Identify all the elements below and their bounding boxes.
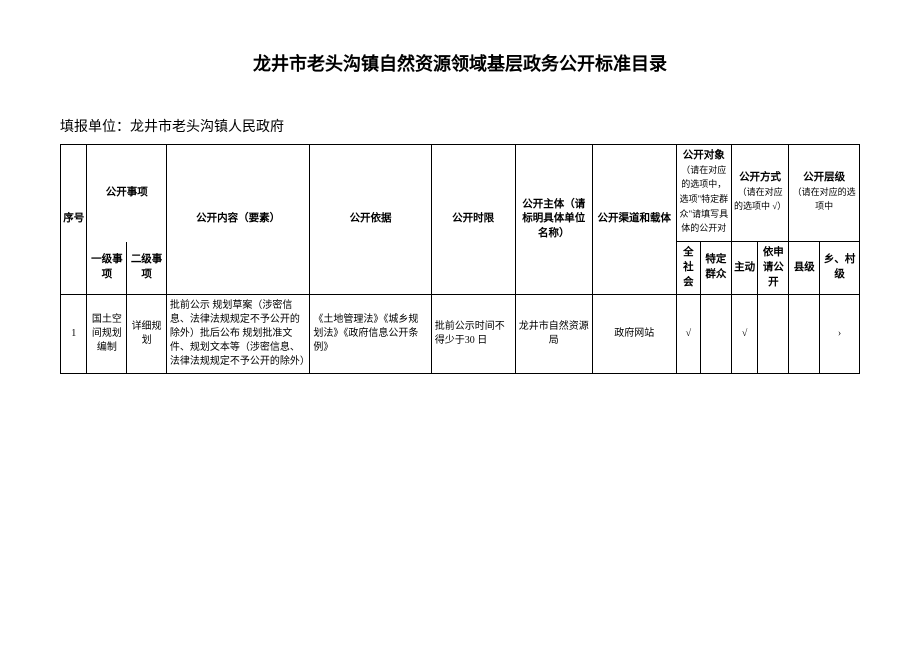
standards-table: 序号 公开事项 公开内容（要素） 公开依据 公开时限 公开主体（请标明具体单位名… (60, 144, 860, 374)
col-seq: 序号 (61, 145, 87, 295)
method-note: （请在对应的选项中 √） (734, 187, 786, 212)
cell-content: 批前公示 规划草案（涉密信息、法律法规规定不予公开的除外）批后公布 规划批准文件… (166, 295, 309, 374)
cell-target-all: √ (676, 295, 700, 374)
cell-time: 批前公示时间不得少于30 日 (431, 295, 515, 374)
col-level-village: 乡、村级 (820, 242, 860, 295)
method-label: 公开方式 (739, 172, 781, 183)
col-channel: 公开渠道和载体 (592, 145, 676, 295)
reporting-unit: 填报单位：龙井市老头沟镇人民政府 (60, 116, 860, 136)
col-level-county: 县级 (789, 242, 820, 295)
col-level: 公开层级 （请在对应的选项中 (789, 145, 860, 242)
col-time: 公开时限 (431, 145, 515, 295)
col-subject: 公开主体（请标明具体单位名称） (515, 145, 592, 295)
page-title: 龙井市老头沟镇自然资源领域基层政务公开标准目录 (60, 50, 860, 76)
col-level2: 二级事项 (127, 242, 167, 295)
cell-level2: 详细规划 (127, 295, 167, 374)
cell-method-apply (758, 295, 789, 374)
cell-target-spec (700, 295, 731, 374)
cell-level-village: › (820, 295, 860, 374)
cell-channel: 政府网站 (592, 295, 676, 374)
cell-level1: 国土空间规划编制 (87, 295, 127, 374)
col-method: 公开方式 （请在对应的选项中 √） (731, 145, 788, 242)
cell-level-county (789, 295, 820, 374)
level-note: （请在对应的选项中 (793, 187, 856, 212)
col-method-active: 主动 (731, 242, 757, 295)
col-level1: 一级事项 (87, 242, 127, 295)
target-label: 公开对象 (683, 150, 725, 161)
col-method-apply: 依申请公开 (758, 242, 789, 295)
level-label: 公开层级 (803, 172, 845, 183)
cell-seq: 1 (61, 295, 87, 374)
target-note: （请在对应的选项中，选项"特定群众"请填写具体的公开对 (679, 165, 728, 234)
header-row-1: 序号 公开事项 公开内容（要素） 公开依据 公开时限 公开主体（请标明具体单位名… (61, 145, 860, 242)
col-target-all: 全社会 (676, 242, 700, 295)
col-target: 公开对象 （请在对应的选项中，选项"特定群众"请填写具体的公开对 (676, 145, 731, 242)
col-target-spec: 特定群众 (700, 242, 731, 295)
table-row: 1 国土空间规划编制 详细规划 批前公示 规划草案（涉密信息、法律法规规定不予公… (61, 295, 860, 374)
cell-subject: 龙井市自然资源局 (515, 295, 592, 374)
col-item: 公开事项 (87, 145, 166, 242)
cell-method-active: √ (731, 295, 757, 374)
col-content: 公开内容（要素） (166, 145, 309, 295)
col-basis: 公开依据 (310, 145, 431, 295)
cell-basis: 《土地管理法》《城乡规划法》《政府信息公开条例》 (310, 295, 431, 374)
